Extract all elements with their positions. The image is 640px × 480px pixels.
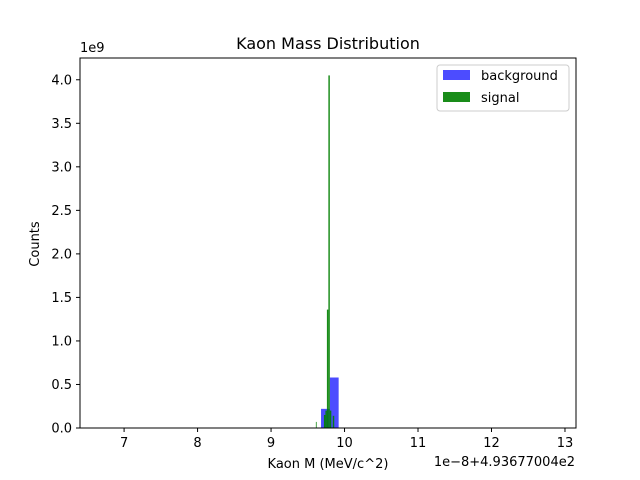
bar-signal-5: [329, 410, 332, 428]
legend-label-background: background: [481, 69, 558, 84]
legend: background signal: [436, 64, 570, 112]
bar-signal-6: [332, 415, 335, 428]
y-tick-label: 3.0: [51, 160, 72, 175]
legend-swatch-signal: [443, 92, 470, 102]
chart-title: Kaon Mass Distribution: [236, 34, 420, 53]
x-tick-label: 13: [557, 436, 574, 451]
y-tick-label: 0.0: [51, 422, 72, 437]
x-tick-label: 10: [336, 436, 353, 451]
plot-frame: [79, 57, 577, 429]
y-tick-label: 2.0: [51, 247, 72, 262]
bar-signal-2: [325, 410, 327, 428]
x-tick-label: 12: [483, 436, 500, 451]
y-axis: 0.0 0.5 1.0 1.5 2.0 2.5 3.0 3.5 4.0: [51, 73, 80, 437]
bar-background-2: [329, 377, 339, 428]
legend-swatch-background: [443, 70, 470, 80]
y-scale-label: 1e9: [80, 41, 105, 56]
bar-signal-1: [323, 414, 326, 428]
y-tick-label: 1.5: [51, 291, 72, 306]
x-tick-label: 11: [410, 436, 427, 451]
bar-signal-4: [328, 75, 330, 428]
y-tick-label: 2.5: [51, 204, 72, 219]
y-tick-label: 0.5: [51, 378, 72, 393]
bar-signal-0: [315, 421, 317, 428]
y-tick-label: 1.0: [51, 334, 72, 349]
legend-label-signal: signal: [481, 91, 519, 106]
x-axis: 7 8 9 10 11 12 13: [120, 428, 573, 451]
y-tick-label: 4.0: [51, 73, 72, 88]
y-tick-label: 3.5: [51, 117, 72, 132]
x-tick-label: 8: [193, 436, 201, 451]
y-axis-title: Counts: [28, 221, 43, 267]
x-offset-label: 1e−8+4.93677004e2: [434, 455, 575, 470]
bars-layer: [312, 75, 339, 428]
bar-signal-3: [326, 309, 329, 428]
x-axis-title: Kaon M (MeV/c^2): [268, 457, 389, 472]
x-tick-label: 9: [267, 436, 275, 451]
x-tick-label: 7: [120, 436, 128, 451]
